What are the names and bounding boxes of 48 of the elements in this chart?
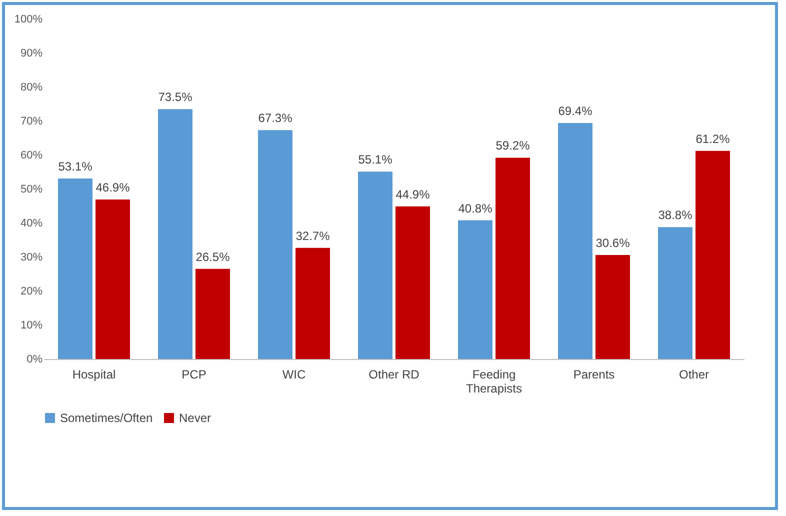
x-tick-label: PCP [182, 368, 206, 382]
bar [396, 206, 430, 359]
bar [196, 268, 230, 359]
data-label: 61.2% [696, 132, 730, 146]
data-label: 38.8% [658, 208, 693, 222]
data-label: 26.5% [196, 250, 230, 264]
bar [696, 150, 730, 359]
x-tick-label: Other RD [368, 368, 420, 382]
data-label: 30.6% [596, 236, 630, 250]
x-tick-label: Hospital [72, 368, 116, 382]
bar [358, 172, 392, 359]
x-tick-label: Parents [573, 368, 615, 382]
bar [258, 130, 292, 359]
y-tick-label: 50% [20, 184, 43, 196]
x-tick-label: Feeding Therapists [466, 368, 522, 396]
data-label: 69.4% [558, 104, 593, 118]
y-tick-label: 20% [20, 286, 43, 298]
legend-label: Never [179, 411, 212, 425]
data-label: 55.1% [358, 152, 393, 167]
y-tick-label: 70% [20, 116, 43, 128]
y-tick-label: 40% [20, 218, 43, 230]
data-label: 44.9% [396, 187, 430, 202]
y-tick-label: 80% [20, 82, 43, 94]
data-label: 73.5% [158, 90, 193, 104]
y-tick-label: 100% [14, 14, 43, 26]
data-label: 32.7% [296, 228, 330, 243]
data-label: 40.8% [458, 201, 493, 216]
data-label: 53.1% [58, 159, 93, 174]
y-tick-label: 30% [20, 252, 43, 264]
x-tick-label: Other [678, 368, 710, 382]
bar [58, 178, 92, 359]
bar [296, 248, 330, 359]
bar [96, 200, 130, 359]
y-tick-label: 0% [26, 354, 43, 366]
x-tick-label: WIC [282, 368, 306, 382]
y-tick-label: 60% [20, 150, 43, 162]
bar [496, 158, 530, 359]
bar [596, 254, 630, 359]
bar [458, 220, 492, 359]
legend-label: Sometimes/Often [60, 411, 153, 425]
y-tick-label: 90% [20, 48, 43, 60]
y-tick-label: 10% [20, 320, 43, 332]
bar [658, 227, 692, 359]
data-label: 46.9% [96, 180, 130, 195]
bar [158, 109, 192, 359]
bar [558, 123, 592, 359]
data-label: 59.2% [496, 138, 530, 153]
data-label: 67.3% [258, 111, 293, 126]
